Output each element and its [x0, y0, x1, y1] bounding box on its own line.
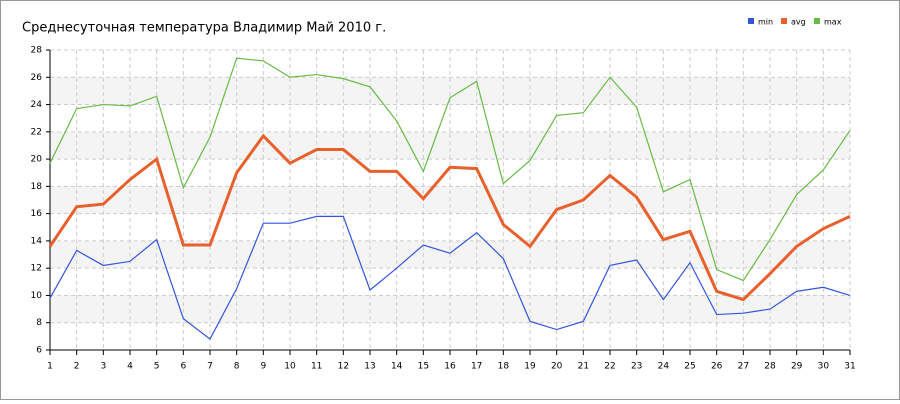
- x-tick-label: 23: [631, 362, 642, 372]
- series-line: [48, 133, 851, 302]
- x-tick-label: 25: [684, 362, 695, 372]
- x-tick-label: 11: [311, 362, 322, 372]
- y-tick-label: 14: [31, 236, 43, 246]
- y-tick-label: 18: [31, 182, 43, 192]
- y-tick-label: 24: [31, 100, 43, 110]
- x-tick-label: 19: [524, 362, 536, 372]
- y-tick-label: 22: [31, 127, 42, 137]
- x-tick-label: 30: [818, 362, 830, 372]
- x-tick-label: 16: [444, 362, 456, 372]
- x-tick-label: 1: [47, 362, 53, 372]
- series-line: [49, 215, 851, 340]
- legend-label: min: [758, 18, 773, 27]
- x-tick-label: 9: [260, 362, 266, 372]
- x-tick-label: 21: [578, 362, 589, 372]
- x-tick-label: 10: [284, 362, 296, 372]
- x-tick-label: 6: [180, 362, 186, 372]
- legend-label: max: [824, 18, 842, 27]
- x-tick-label: 13: [364, 362, 375, 372]
- y-tick-label: 10: [31, 291, 43, 301]
- x-tick-label: 14: [391, 362, 403, 372]
- x-tick-label: 3: [100, 362, 106, 372]
- x-tick-label: 31: [844, 362, 855, 372]
- y-tick-label: 16: [31, 209, 43, 219]
- x-tick-label: 15: [418, 362, 429, 372]
- y-tick-label: 20: [31, 155, 43, 165]
- y-tick-label: 26: [31, 73, 43, 83]
- x-tick-label: 4: [127, 362, 133, 372]
- legend-label: avg: [791, 18, 806, 27]
- x-tick-label: 12: [338, 362, 349, 372]
- x-tick-label: 27: [738, 362, 749, 372]
- x-tick-label: 8: [234, 362, 240, 372]
- x-tick-label: 2: [74, 362, 80, 372]
- x-tick-label: 26: [711, 362, 723, 372]
- legend-swatch: [814, 18, 820, 24]
- x-tick-label: 7: [207, 362, 213, 372]
- chart-title: Среднесуточная температура Владимир Май …: [22, 21, 386, 36]
- y-tick-label: 12: [31, 264, 42, 274]
- x-tick-label: 5: [154, 362, 160, 372]
- y-tick-label: 8: [36, 318, 42, 328]
- x-tick-label: 20: [551, 362, 563, 372]
- legend-swatch: [781, 18, 787, 24]
- x-tick-label: 29: [791, 362, 803, 372]
- x-tick-label: 24: [658, 362, 670, 372]
- series-line: [49, 57, 851, 282]
- x-tick-label: 22: [604, 362, 615, 372]
- x-tick-label: 28: [764, 362, 776, 372]
- legend-swatch: [748, 18, 754, 24]
- y-tick-label: 6: [36, 346, 42, 356]
- x-tick-label: 17: [471, 362, 482, 372]
- y-tick-label: 28: [31, 46, 43, 56]
- x-tick-label: 18: [498, 362, 510, 372]
